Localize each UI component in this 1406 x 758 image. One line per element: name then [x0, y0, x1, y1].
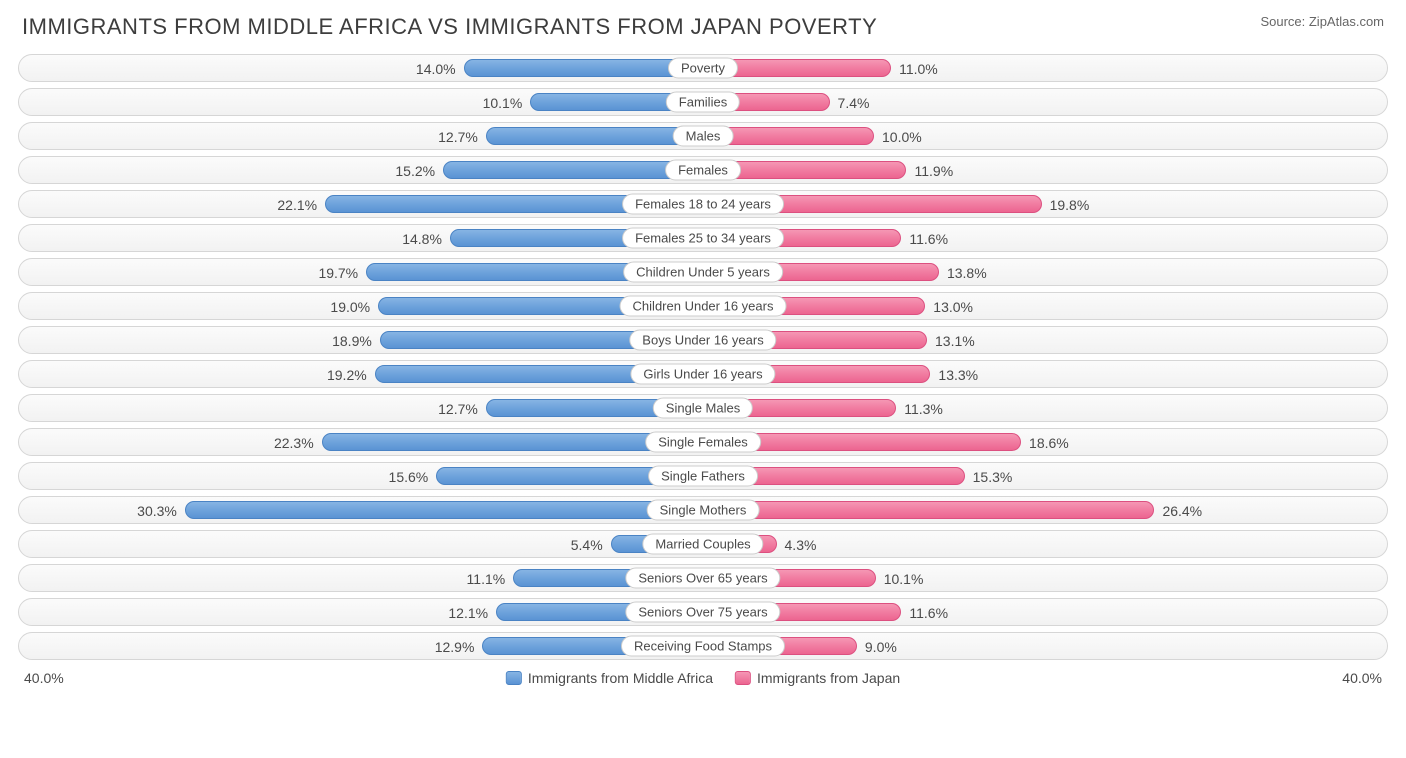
- value-left: 12.1%: [448, 599, 488, 627]
- source-attribution: Source: ZipAtlas.com: [1260, 14, 1384, 29]
- legend-label-left: Immigrants from Middle Africa: [528, 670, 713, 686]
- chart-row: 22.1% 19.8% Females 18 to 24 years: [18, 190, 1388, 218]
- value-right: 11.0%: [899, 55, 938, 83]
- value-left: 14.8%: [402, 225, 442, 253]
- chart-footer: 40.0% Immigrants from Middle Africa Immi…: [18, 666, 1388, 696]
- value-left: 19.0%: [330, 293, 370, 321]
- value-left: 10.1%: [483, 89, 523, 117]
- category-label: Seniors Over 75 years: [625, 602, 780, 623]
- category-label: Poverty: [668, 58, 738, 79]
- chart-row: 12.7% 10.0% Males: [18, 122, 1388, 150]
- legend-item-left: Immigrants from Middle Africa: [506, 670, 713, 686]
- value-left: 30.3%: [137, 497, 177, 525]
- value-left: 12.9%: [435, 633, 475, 661]
- value-right: 13.0%: [933, 293, 973, 321]
- category-label: Married Couples: [642, 534, 763, 555]
- category-label: Boys Under 16 years: [629, 330, 776, 351]
- value-right: 13.3%: [938, 361, 978, 389]
- chart-row: 19.7% 13.8% Children Under 5 years: [18, 258, 1388, 286]
- chart-row: 12.9% 9.0% Receiving Food Stamps: [18, 632, 1388, 660]
- legend-swatch-pink: [735, 671, 751, 685]
- chart-title: IMMIGRANTS FROM MIDDLE AFRICA VS IMMIGRA…: [22, 14, 877, 40]
- chart-header: IMMIGRANTS FROM MIDDLE AFRICA VS IMMIGRA…: [18, 10, 1388, 54]
- chart-row: 14.0% 11.0% Poverty: [18, 54, 1388, 82]
- chart-row: 5.4% 4.3% Married Couples: [18, 530, 1388, 558]
- bar-left: [443, 161, 703, 179]
- category-label: Females 18 to 24 years: [622, 194, 784, 215]
- value-right: 4.3%: [785, 531, 817, 559]
- value-right: 11.9%: [914, 157, 953, 185]
- category-label: Seniors Over 65 years: [625, 568, 780, 589]
- chart-row: 22.3% 18.6% Single Females: [18, 428, 1388, 456]
- chart-row: 15.2% 11.9% Females: [18, 156, 1388, 184]
- value-left: 15.2%: [395, 157, 435, 185]
- value-left: 5.4%: [571, 531, 603, 559]
- category-label: Single Fathers: [648, 466, 758, 487]
- value-right: 19.8%: [1050, 191, 1090, 219]
- chart-row: 30.3% 26.4% Single Mothers: [18, 496, 1388, 524]
- value-right: 13.1%: [935, 327, 975, 355]
- value-left: 11.1%: [467, 565, 506, 593]
- value-right: 13.8%: [947, 259, 987, 287]
- value-right: 11.3%: [904, 395, 943, 423]
- chart-row: 19.2% 13.3% Girls Under 16 years: [18, 360, 1388, 388]
- chart-row: 10.1% 7.4% Families: [18, 88, 1388, 116]
- chart-row: 14.8% 11.6% Females 25 to 34 years: [18, 224, 1388, 252]
- axis-max-left: 40.0%: [24, 670, 64, 686]
- category-label: Females 25 to 34 years: [622, 228, 784, 249]
- value-right: 15.3%: [973, 463, 1013, 491]
- category-label: Single Males: [653, 398, 753, 419]
- value-left: 19.7%: [318, 259, 358, 287]
- category-label: Children Under 16 years: [620, 296, 787, 317]
- legend: Immigrants from Middle Africa Immigrants…: [506, 670, 900, 686]
- category-label: Children Under 5 years: [623, 262, 783, 283]
- value-right: 18.6%: [1029, 429, 1069, 457]
- value-left: 12.7%: [438, 123, 478, 151]
- value-left: 22.3%: [274, 429, 314, 457]
- legend-item-right: Immigrants from Japan: [735, 670, 900, 686]
- category-label: Receiving Food Stamps: [621, 636, 785, 657]
- chart-row: 12.7% 11.3% Single Males: [18, 394, 1388, 422]
- value-left: 22.1%: [277, 191, 317, 219]
- chart-row: 15.6% 15.3% Single Fathers: [18, 462, 1388, 490]
- bar-left: [486, 127, 703, 145]
- legend-swatch-blue: [506, 671, 522, 685]
- value-right: 10.1%: [884, 565, 924, 593]
- category-label: Males: [673, 126, 734, 147]
- category-label: Single Females: [645, 432, 761, 453]
- bar-right: [703, 501, 1154, 519]
- category-label: Families: [666, 92, 740, 113]
- chart-row: 18.9% 13.1% Boys Under 16 years: [18, 326, 1388, 354]
- chart-row: 12.1% 11.6% Seniors Over 75 years: [18, 598, 1388, 626]
- category-label: Females: [665, 160, 741, 181]
- axis-max-right: 40.0%: [1342, 670, 1382, 686]
- value-left: 14.0%: [416, 55, 456, 83]
- value-left: 18.9%: [332, 327, 372, 355]
- value-right: 11.6%: [909, 225, 948, 253]
- value-left: 19.2%: [327, 361, 367, 389]
- value-left: 12.7%: [438, 395, 478, 423]
- value-right: 10.0%: [882, 123, 922, 151]
- category-label: Girls Under 16 years: [630, 364, 775, 385]
- diverging-bar-chart: 14.0%11.0%Poverty10.1%7.4%Families12.7%1…: [18, 54, 1388, 660]
- value-left: 15.6%: [389, 463, 429, 491]
- value-right: 7.4%: [838, 89, 870, 117]
- value-right: 11.6%: [909, 599, 948, 627]
- bar-left: [185, 501, 703, 519]
- legend-label-right: Immigrants from Japan: [757, 670, 900, 686]
- category-label: Single Mothers: [647, 500, 760, 521]
- value-right: 9.0%: [865, 633, 897, 661]
- chart-row: 11.1% 10.1% Seniors Over 65 years: [18, 564, 1388, 592]
- chart-row: 19.0% 13.0% Children Under 16 years: [18, 292, 1388, 320]
- value-right: 26.4%: [1162, 497, 1202, 525]
